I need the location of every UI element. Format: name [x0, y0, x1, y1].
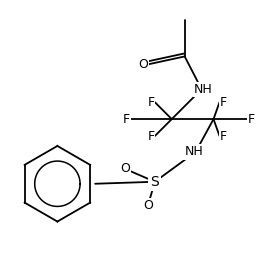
Text: S: S	[151, 175, 159, 189]
Text: F: F	[148, 130, 155, 142]
Text: O: O	[138, 58, 148, 71]
Text: F: F	[219, 96, 227, 109]
Text: F: F	[247, 113, 254, 125]
Text: F: F	[123, 113, 130, 125]
Text: O: O	[120, 162, 130, 175]
Text: F: F	[219, 130, 227, 142]
Text: NH: NH	[184, 145, 203, 158]
Text: F: F	[148, 96, 155, 109]
Text: O: O	[143, 199, 153, 212]
Text: NH: NH	[194, 83, 213, 96]
